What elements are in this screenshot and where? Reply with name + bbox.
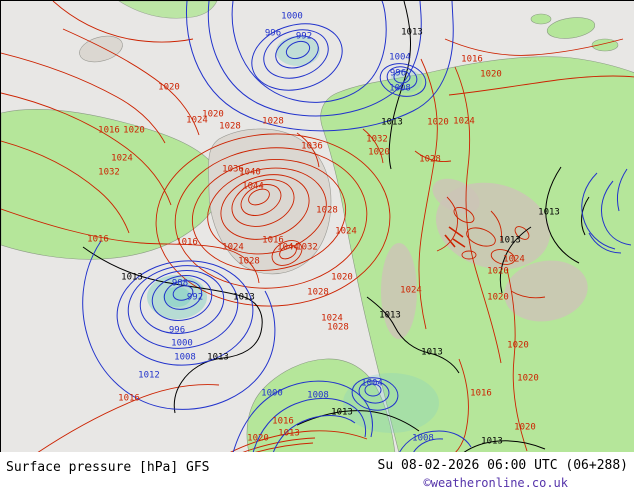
map-title: Surface pressure [hPa] GFS [6, 460, 210, 475]
low-pressure-contours [82, 1, 632, 453]
neutral-contours [82, 1, 590, 453]
map-area: 1000 996 992 1013 1004 996 1008 1016 1020 1020 101… [0, 0, 634, 453]
valid-datetime: Su 08-02-2026 06:00 UTC (06+288) [377, 458, 628, 473]
footer-bar: Surface pressure [hPa] GFS Su 08-02-2026… [0, 452, 634, 490]
footer-right: Su 08-02-2026 06:00 UTC (06+288) ©weathe… [378, 452, 634, 490]
high-pressure-contours [1, 1, 634, 453]
map-svg [1, 1, 634, 453]
copyright-link[interactable]: ©weatheronline.co.uk [423, 476, 569, 490]
